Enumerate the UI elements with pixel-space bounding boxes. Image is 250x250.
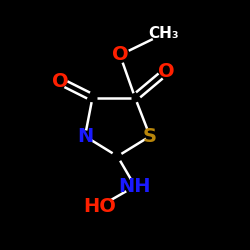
Text: O: O [158,62,174,81]
Text: NH: NH [119,177,151,196]
Text: N: N [77,127,93,146]
Text: CH₃: CH₃ [148,26,179,41]
Text: O: O [112,46,128,64]
Text: HO: HO [84,197,116,216]
Text: S: S [143,127,157,146]
Text: O: O [52,72,68,91]
